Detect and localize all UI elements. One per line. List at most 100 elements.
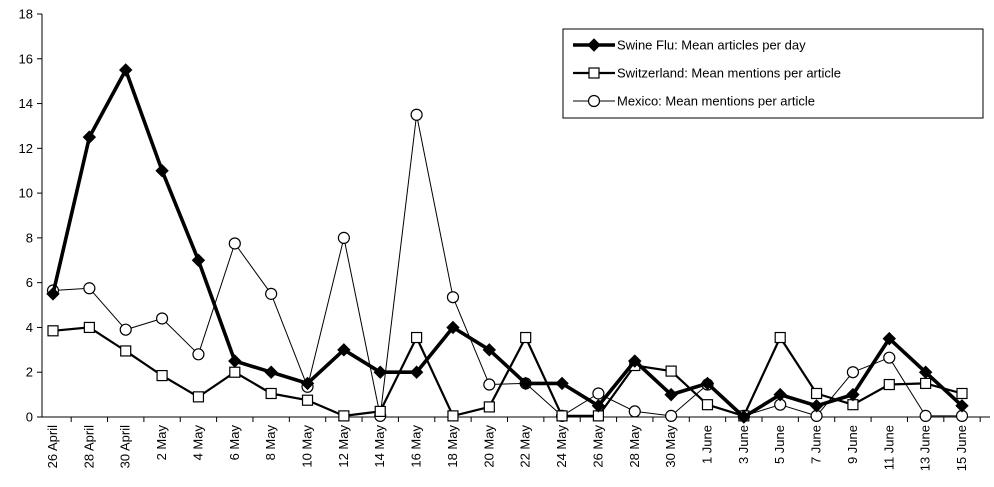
swine-flu-point [337,343,351,357]
swine-flu-point [737,410,751,424]
mexico-point [410,108,423,121]
mexico-point [665,409,678,422]
swine-flu-point [955,399,969,413]
y-tick-label: 18 [19,7,33,22]
swine-flu-point [918,365,933,379]
switzerland-point [556,410,568,422]
swine-flu-line [51,68,964,419]
switzerland-point [774,331,786,344]
switzerland-point [701,399,714,411]
switzerland-point [920,377,932,390]
swine-flu-point [264,365,278,379]
x-tick-label: 22 May [518,425,533,468]
legend-box [562,28,984,119]
swine-flu-point [46,287,60,301]
switzerland-point [956,387,968,400]
y-tick-label: 0 [26,410,33,425]
x-tick-label: 10 May [300,425,315,468]
mexico-point [628,405,641,418]
x-tick-label: 28 April [81,425,96,468]
y-tick-label: 2 [26,365,33,380]
swine-flu-point [518,376,533,391]
x-tick-label: 1 June [699,425,714,464]
legend-mexico: Mexico: Mean mentions per article [573,94,815,109]
x-tick-label: 11 June [881,425,896,470]
switzerland-point [156,369,168,382]
x-tick-label: 26 April [45,425,60,468]
swine-flu-point [700,376,715,391]
y-tick-label: 10 [19,186,33,201]
switzerland-line-group [47,321,968,422]
mexico-line [52,114,962,417]
y-tick-label: 6 [26,275,33,290]
x-tick-label: 13 June [918,425,933,471]
swine-flu-point [482,343,497,357]
mexico-point [83,282,96,295]
switzerland-point [520,331,532,344]
x-tick-label: 15 June [954,425,969,471]
x-tick-label: 28 May [627,425,642,468]
x-tick-label: 30 April [118,425,133,468]
mexico-point [846,366,860,379]
switzerland-point [883,378,895,391]
legend-switzerland-label: Switzerland: Mean mentions per article [617,66,841,81]
x-tick-label: 4 May [190,425,205,461]
x-tick-label: 14 May [372,425,387,468]
legend-mexico-marker [587,94,601,108]
swine-flu-point [82,130,97,144]
switzerland-point [192,391,205,403]
switzerland-point [265,387,277,400]
swine-flu-point [591,399,606,413]
mexico-point [265,287,278,300]
x-tick-label: 3 June [736,425,751,464]
switzerland-point [665,365,677,377]
x-tick-label: 9 June [845,425,860,464]
mexico-point [483,378,496,391]
x-tick-label: 7 June [809,425,824,464]
x-tick-label: 8 May [263,425,278,461]
swine-flu-point [628,354,642,368]
mexico-point [919,409,932,422]
swine-flu-point [773,387,787,402]
switzerland-line [52,326,963,417]
swine-flu-point [809,399,824,413]
swine-flu-point [373,365,387,379]
legend-swine-flu: Swine Flu: Mean articles per day [573,38,806,53]
swine-flu-point [555,376,569,391]
y-tick-label: 8 [26,230,33,245]
legend-swine-flu-label: Swine Flu: Mean articles per day [617,38,806,53]
mexico-point [228,237,241,250]
switzerland-point [229,366,241,378]
swine-flu-point [446,320,460,335]
x-tick-label: 24 May [554,425,569,468]
switzerland-point [810,387,823,400]
legend-switzerland: Switzerland: Mean mentions per article [573,66,841,81]
switzerland-point [447,410,459,422]
mexico-point [337,231,350,244]
mexico-point [119,323,132,336]
switzerland-point [483,401,495,413]
x-tick-label: 30 May [663,425,678,468]
x-tick-label: 6 May [227,425,242,461]
switzerland-point [120,345,132,357]
y-tick-label: 12 [19,141,33,156]
switzerland-point [47,325,59,337]
mexico-point [155,312,169,325]
swine-flu-point [228,354,242,368]
switzerland-point [83,321,95,334]
legend-swine-flu-marker [587,38,601,52]
legend-switzerland-marker [588,67,600,79]
swine-flu-point [846,387,860,402]
swine-flu-line-group [46,63,969,424]
swine-flu-point [882,331,896,346]
swine-flu-point [409,365,424,379]
x-tick-label: 2 May [154,425,169,461]
x-tick-label: 16 May [409,425,424,468]
x-tick-label: 26 May [590,425,605,468]
switzerland-point [411,331,423,344]
y-tick-label: 4 [26,320,33,335]
y-tick-label: 14 [19,96,33,111]
x-tick-label: 5 June [772,425,787,464]
